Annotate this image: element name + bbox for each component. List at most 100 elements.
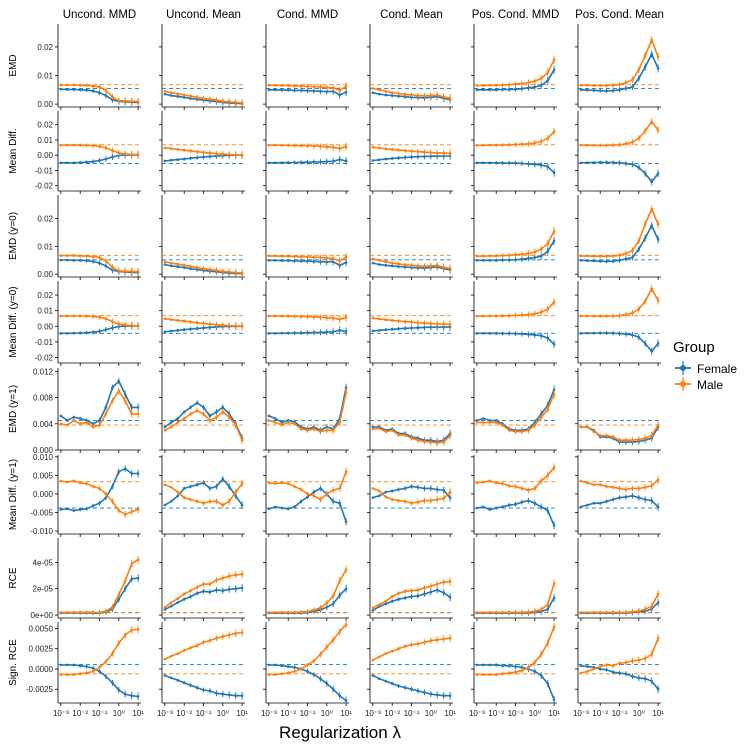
male-point (423, 640, 426, 644)
male-point (215, 500, 218, 503)
female-point (475, 419, 479, 422)
male-point (59, 673, 63, 676)
male-point (163, 317, 167, 321)
male-point (585, 481, 589, 485)
male-point (344, 623, 348, 626)
male-point (111, 95, 114, 99)
male-point (273, 611, 277, 614)
female-point (605, 668, 608, 672)
female-point (442, 591, 446, 594)
male-point (423, 440, 426, 443)
strip-label-1: Uncond. Mean (166, 9, 241, 21)
male-point (475, 611, 479, 614)
female-point (202, 481, 205, 485)
female-point (371, 674, 375, 677)
male-point (507, 671, 511, 675)
male-point (605, 663, 608, 667)
male-point (176, 421, 180, 424)
female-point (338, 593, 342, 597)
female-point (306, 89, 309, 92)
male-point (195, 95, 199, 99)
panel-r4-c3 (367, 368, 453, 453)
female-point (65, 419, 69, 422)
male-point (442, 265, 446, 269)
male-point (202, 267, 205, 270)
male-point (104, 259, 108, 263)
male-point (397, 647, 400, 651)
female-point (423, 592, 426, 596)
male-point (78, 610, 82, 614)
female-point (163, 159, 167, 163)
female-point (579, 505, 583, 509)
male-series-line (268, 569, 347, 614)
female-point (637, 166, 641, 169)
female-point (656, 172, 660, 175)
male-point (520, 142, 524, 146)
female-point (98, 670, 101, 673)
panel-r4-c2 (263, 368, 349, 453)
male-point (338, 487, 342, 490)
male-point (423, 321, 426, 325)
male-point (585, 254, 589, 258)
x-tick-label: 10⁰ (633, 709, 645, 718)
male-point (195, 150, 199, 153)
y-tick-label: 0.00 (37, 100, 53, 109)
female-point (546, 509, 550, 512)
male-point (552, 229, 556, 233)
female-point (390, 157, 394, 160)
female-point (65, 88, 69, 91)
female-point (494, 259, 498, 262)
male-point (643, 300, 647, 303)
male-point (117, 641, 121, 645)
male-point (539, 479, 543, 483)
male-point (488, 611, 492, 614)
female-point (656, 342, 660, 345)
male-point (435, 441, 439, 445)
male-point (123, 323, 127, 327)
female-point (98, 261, 101, 265)
male-point (475, 314, 479, 318)
male-point (552, 300, 556, 304)
strip-label-5: Pos. Cond. Mean (575, 9, 664, 21)
male-point (631, 659, 634, 663)
male-point (208, 639, 212, 642)
y-axis-label-row-4: EMD (y=1) (8, 385, 19, 433)
female-point (423, 326, 426, 329)
female-point (592, 501, 596, 505)
female-point (435, 693, 439, 697)
female-point (552, 698, 556, 702)
female-point (91, 89, 95, 93)
male-point (312, 608, 316, 612)
female-point (91, 160, 95, 163)
male-point (448, 323, 452, 326)
male-point (618, 438, 621, 442)
male-point (331, 316, 335, 320)
male-point (59, 611, 63, 614)
x-tick-label: 10¹ (132, 709, 144, 718)
female-point (240, 503, 244, 507)
female-point (435, 588, 439, 592)
male-point (643, 54, 647, 57)
female-point (344, 90, 348, 94)
female-point (656, 601, 660, 604)
male-point (189, 498, 192, 501)
female-point (72, 509, 76, 512)
female-point (501, 664, 504, 668)
male-point (130, 99, 134, 103)
female-point (377, 329, 381, 332)
female-point (286, 161, 290, 164)
male-point (611, 83, 615, 87)
male-point (325, 316, 329, 320)
female-point (234, 587, 238, 590)
panel-r6-c0: 0e+00 2e-05 4e-05 (31, 538, 141, 621)
male-point (78, 254, 82, 258)
male-point (338, 318, 342, 321)
female-point (117, 470, 121, 473)
x-tick-label: 10⁻¹ (508, 709, 524, 718)
male-point (371, 145, 375, 149)
male-point (475, 481, 479, 485)
female-point (384, 157, 388, 161)
female-point (293, 259, 296, 263)
female-point (384, 602, 388, 606)
female-point (514, 665, 517, 668)
